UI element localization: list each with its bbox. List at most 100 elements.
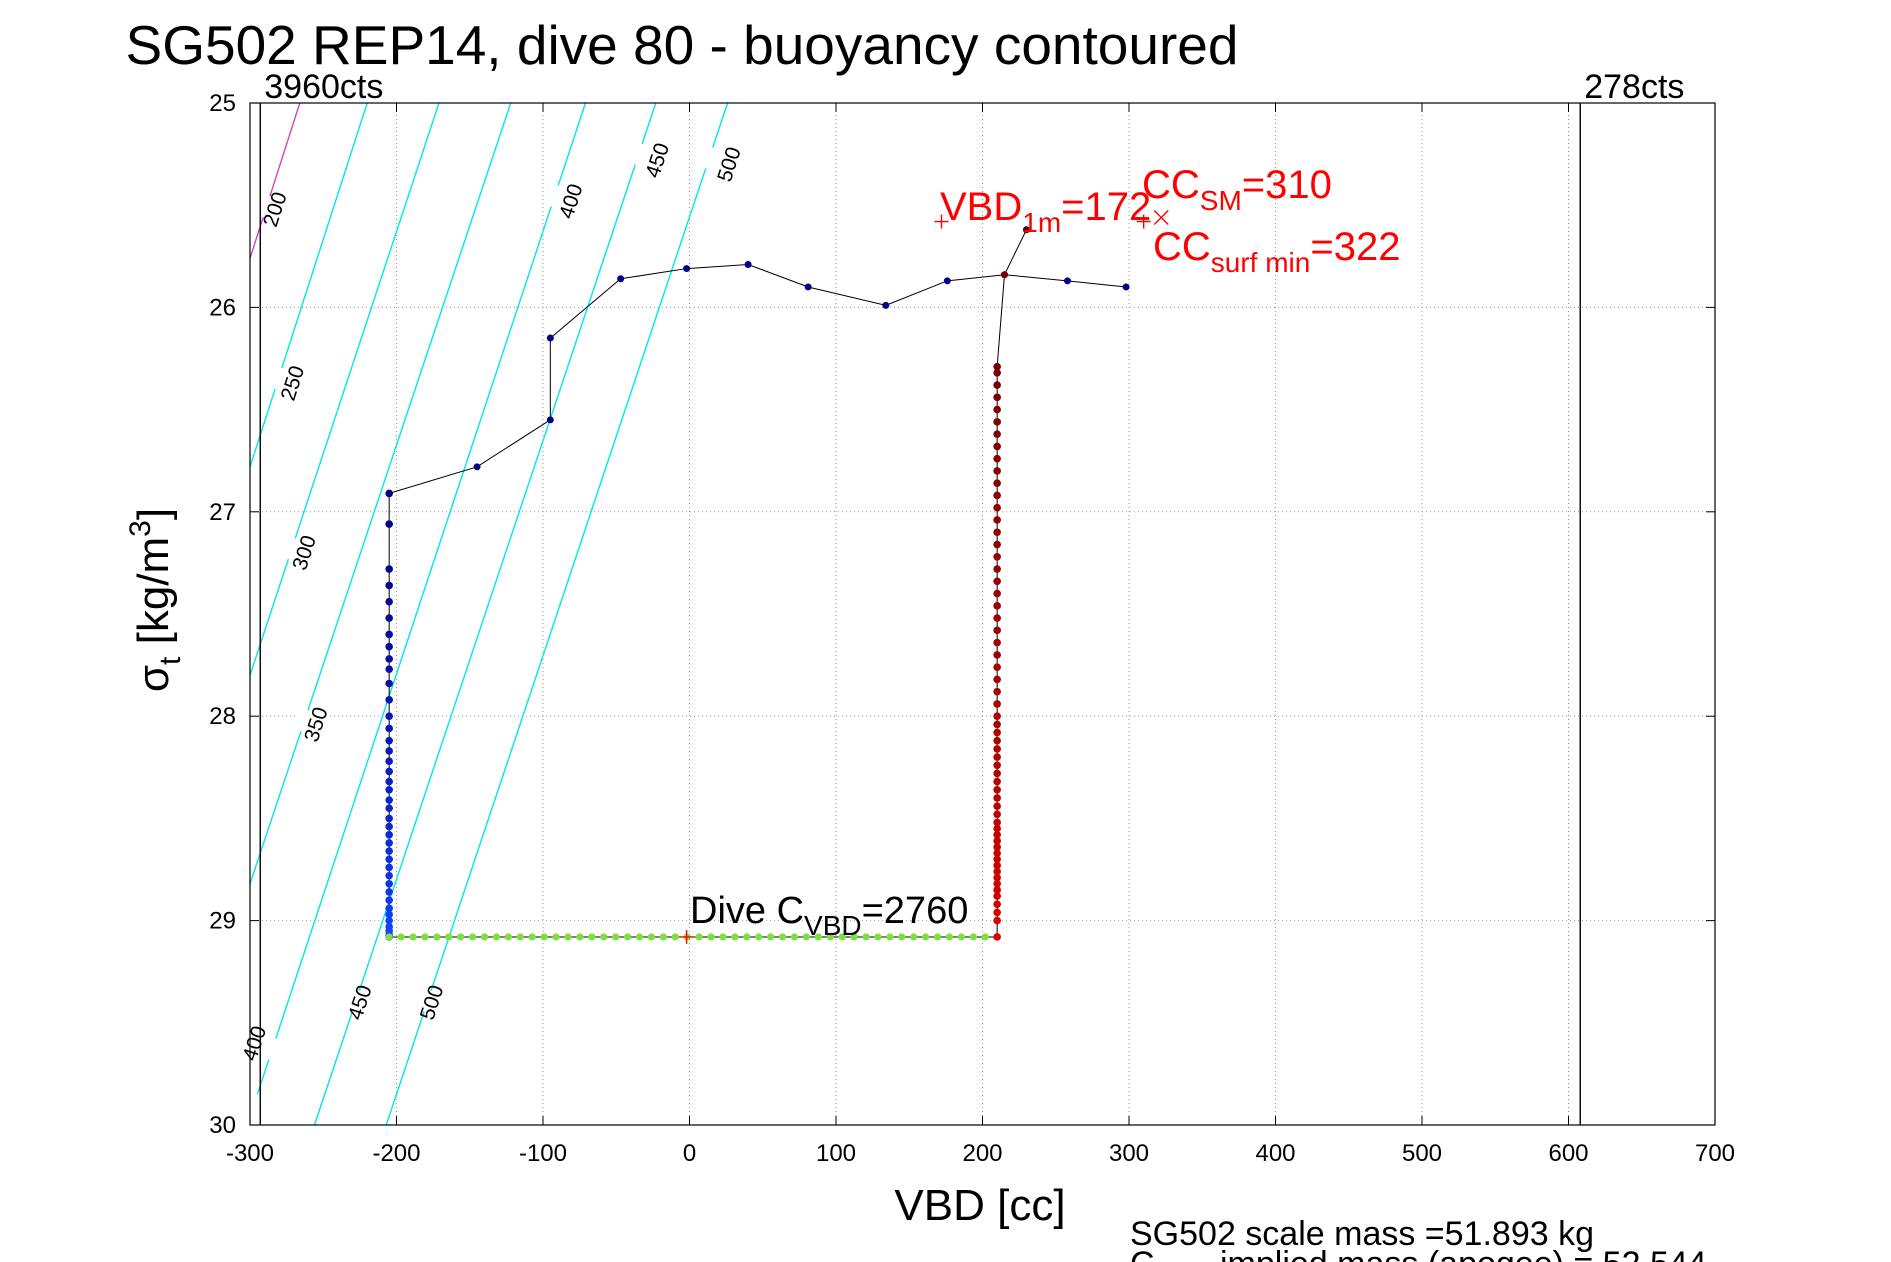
contour-label-bg	[704, 147, 754, 182]
pump-point	[826, 933, 834, 941]
pump-point	[945, 933, 954, 941]
descent-point	[385, 665, 393, 673]
pump-point	[397, 933, 405, 941]
pump-point	[588, 933, 596, 941]
descent-point	[385, 863, 393, 872]
cc-sm-sub: SM	[1200, 185, 1242, 216]
descent-point	[385, 597, 393, 606]
y-tick-label: 28	[209, 703, 236, 730]
max-vbd-counts-label: 3960cts	[264, 68, 383, 106]
x-tick-label: 100	[816, 1140, 856, 1167]
vbd-limit-lines: 3960cts 278cts	[259, 68, 1684, 1125]
ascent-point	[993, 369, 1001, 377]
x-tick-label: -100	[519, 1140, 567, 1167]
pump-point	[492, 933, 501, 941]
ascent-point	[993, 753, 1001, 761]
pump-point	[850, 933, 858, 941]
ascent-point	[993, 393, 1001, 402]
pump-point	[886, 933, 894, 941]
descent-point	[385, 814, 393, 823]
ascent-point	[993, 785, 1001, 794]
x-tick-label: 500	[1402, 1140, 1442, 1167]
x-marker	[1153, 209, 1169, 225]
ascent-point	[993, 720, 1001, 729]
descent-point	[385, 724, 393, 733]
descent-point	[385, 785, 393, 794]
y-tick-label: 29	[209, 908, 236, 935]
ascent-point	[993, 381, 1001, 389]
pump-point	[528, 933, 536, 941]
ascent-point	[993, 861, 1001, 870]
svg-text:VBD1m=172: VBD1m=172	[940, 185, 1151, 238]
min-vbd-counts-label: 278cts	[1584, 68, 1684, 106]
descent-point	[385, 796, 393, 804]
descent-point	[385, 839, 393, 847]
ascent-point	[1000, 271, 1008, 279]
ascent-point	[993, 867, 1001, 876]
ascent-point	[993, 908, 1001, 917]
ascent-point	[993, 467, 1001, 475]
ascent-point	[993, 516, 1001, 524]
surface-point	[546, 416, 554, 424]
scale-mass-note: SG502 scale mass =51.893 kg	[1130, 1215, 1594, 1253]
y-axis-label: σt [kg/m3]	[124, 508, 187, 692]
contour-line-250	[249, 102, 368, 468]
y-axis-label-symbol: σ	[129, 665, 178, 692]
descent-point	[385, 871, 393, 880]
ascent-point	[993, 745, 1001, 753]
pump-point	[874, 933, 882, 941]
pump-point	[612, 933, 620, 941]
descent-point	[385, 747, 393, 755]
descent-point	[385, 489, 393, 498]
x-tick-label: 400	[1255, 1140, 1295, 1167]
pump-point	[552, 933, 560, 941]
y-tick-label: 26	[209, 294, 236, 321]
pump-point	[838, 933, 846, 941]
x-tick-label: -200	[372, 1140, 420, 1167]
ascent-point	[993, 577, 1001, 586]
pump-point	[600, 933, 608, 941]
pump-point	[755, 933, 763, 941]
pump-point	[981, 933, 989, 941]
vbd-1m-sub: 1m	[1022, 207, 1061, 238]
red-markers	[679, 209, 1169, 944]
ascent-point	[993, 873, 1001, 882]
cc-sm-label: CC	[1142, 163, 1200, 207]
descent-point	[385, 910, 393, 919]
cc-sm-value: =310	[1242, 163, 1332, 207]
y-axis-label-sub: t	[154, 656, 187, 665]
pump-point	[898, 933, 906, 941]
descent-point	[385, 565, 393, 573]
ascent-point	[993, 589, 1001, 598]
contour-line-400	[256, 102, 587, 1095]
pump-point	[516, 933, 524, 941]
vbd-1m-label: VBD	[940, 185, 1022, 229]
pump-point	[647, 933, 656, 941]
pump-point	[731, 933, 739, 941]
pump-point	[385, 933, 393, 941]
descent-point	[385, 736, 393, 745]
surface-point	[882, 301, 890, 309]
ascent-point	[993, 503, 1001, 512]
ascent-point	[993, 769, 1001, 778]
descent-point	[385, 830, 393, 839]
ascent-point	[993, 626, 1001, 635]
ascent-point	[993, 802, 1001, 810]
descent-point	[385, 581, 393, 590]
pump-point	[540, 933, 548, 941]
y-tick-label: 25	[209, 90, 236, 117]
dive-cvbd-annotation: Dive CVBD=2760	[690, 890, 968, 941]
vbd-1m-annotation: VBD1m=172	[940, 185, 1151, 238]
ascent-point	[993, 728, 1001, 737]
pump-point	[635, 933, 644, 941]
descent-point	[385, 767, 393, 776]
ascent-point	[993, 638, 1001, 647]
pump-point	[421, 933, 429, 941]
ascent-point	[993, 442, 1001, 451]
ascent-point	[993, 794, 1001, 802]
pump-point	[802, 933, 811, 941]
pump-point	[564, 933, 572, 941]
pump-point	[504, 933, 512, 941]
